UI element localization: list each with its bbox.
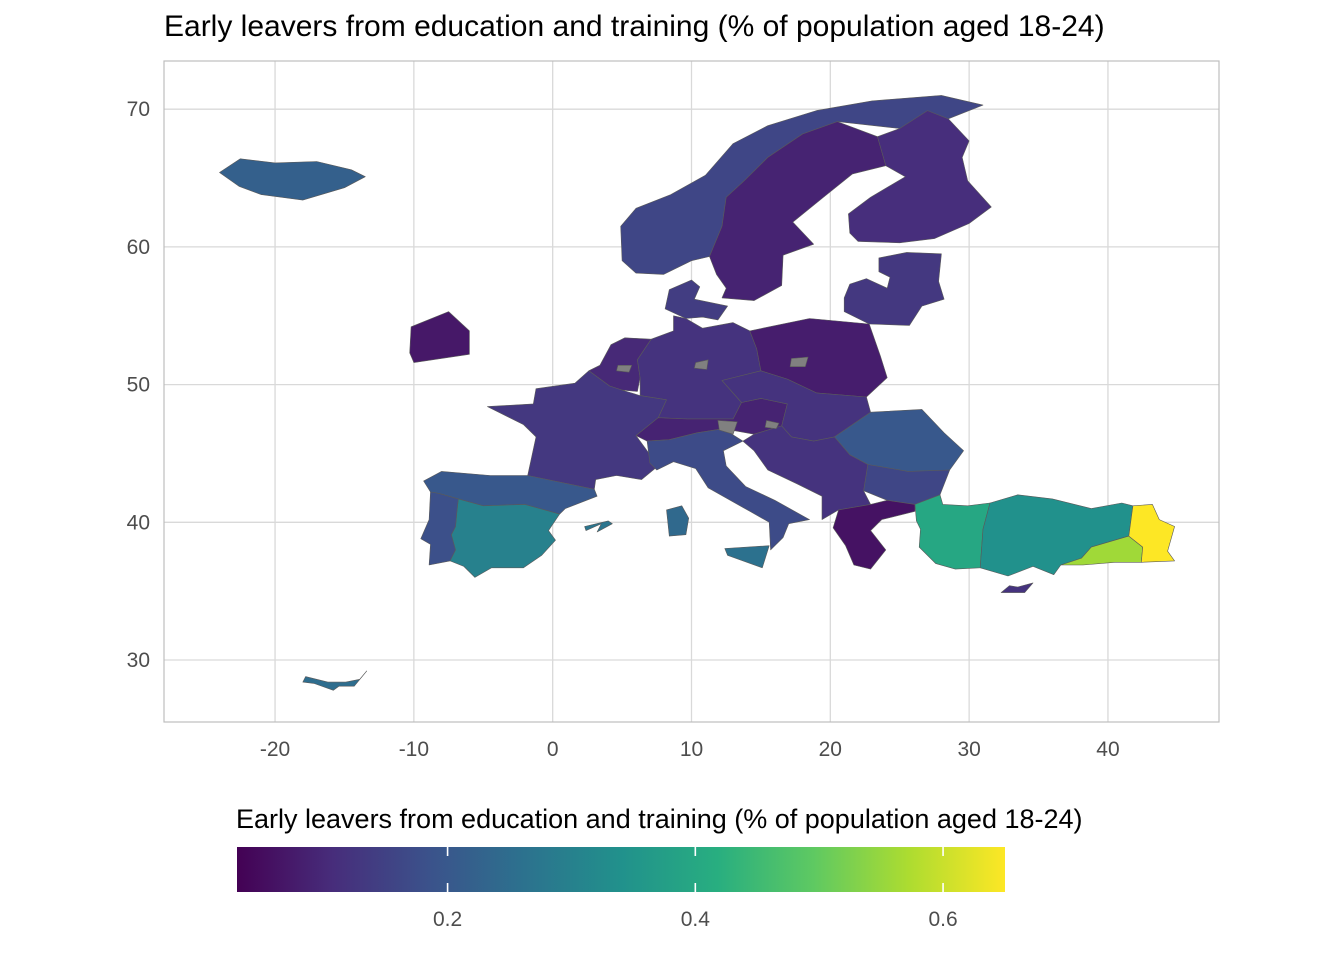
map-region xyxy=(1000,582,1034,593)
y-tick-label: 50 xyxy=(127,374,150,397)
map-region xyxy=(742,425,871,520)
map-region xyxy=(666,505,689,537)
y-tick-label: 40 xyxy=(127,511,150,534)
no-data-region xyxy=(764,420,780,429)
colorbar-legend: 0.2 0.4 0.6 xyxy=(237,847,1005,931)
chart-title: Early leavers from education and trainin… xyxy=(164,10,1105,43)
map-region xyxy=(848,110,992,244)
map-region xyxy=(1128,504,1175,563)
x-tick-label: 10 xyxy=(680,738,703,761)
map-region xyxy=(843,252,945,326)
map-region xyxy=(724,545,770,569)
map-region xyxy=(584,520,613,533)
no-data-region xyxy=(789,356,809,367)
no-data-region xyxy=(717,420,738,435)
panel-border xyxy=(163,60,1220,723)
map-region xyxy=(449,498,560,578)
map-region xyxy=(664,279,728,321)
x-tick-label: -10 xyxy=(399,738,429,761)
map-region xyxy=(832,500,916,570)
colorbar xyxy=(237,847,1005,892)
x-tick-label: 0 xyxy=(547,738,559,761)
map-region xyxy=(487,370,667,490)
map-region xyxy=(914,494,991,570)
map-region xyxy=(219,158,366,201)
map-region xyxy=(979,494,1134,577)
colorbar-tick-label: 0.4 xyxy=(681,908,711,931)
map-regions xyxy=(219,95,1175,691)
y-tick-label: 60 xyxy=(127,236,150,259)
no-data-region xyxy=(616,365,633,373)
x-tick-label: 40 xyxy=(1096,738,1119,761)
x-tick-label: -20 xyxy=(260,738,290,761)
map-region xyxy=(709,121,887,301)
y-tick-label: 70 xyxy=(127,98,150,121)
map-region xyxy=(409,311,470,363)
y-tick-label: 30 xyxy=(127,649,150,672)
x-tick-label: 30 xyxy=(957,738,980,761)
no-data-region xyxy=(694,359,709,370)
axis-tick-labels: -20 -10 0 10 20 30 40 30 40 50 60 70 xyxy=(127,98,1120,761)
map-region xyxy=(302,670,367,691)
x-tick-label: 20 xyxy=(819,738,842,761)
legend-title: Early leavers from education and trainin… xyxy=(236,804,1083,834)
map-region xyxy=(420,491,459,566)
colorbar-tick-label: 0.6 xyxy=(928,908,957,931)
colorbar-tick-label: 0.2 xyxy=(433,908,462,931)
